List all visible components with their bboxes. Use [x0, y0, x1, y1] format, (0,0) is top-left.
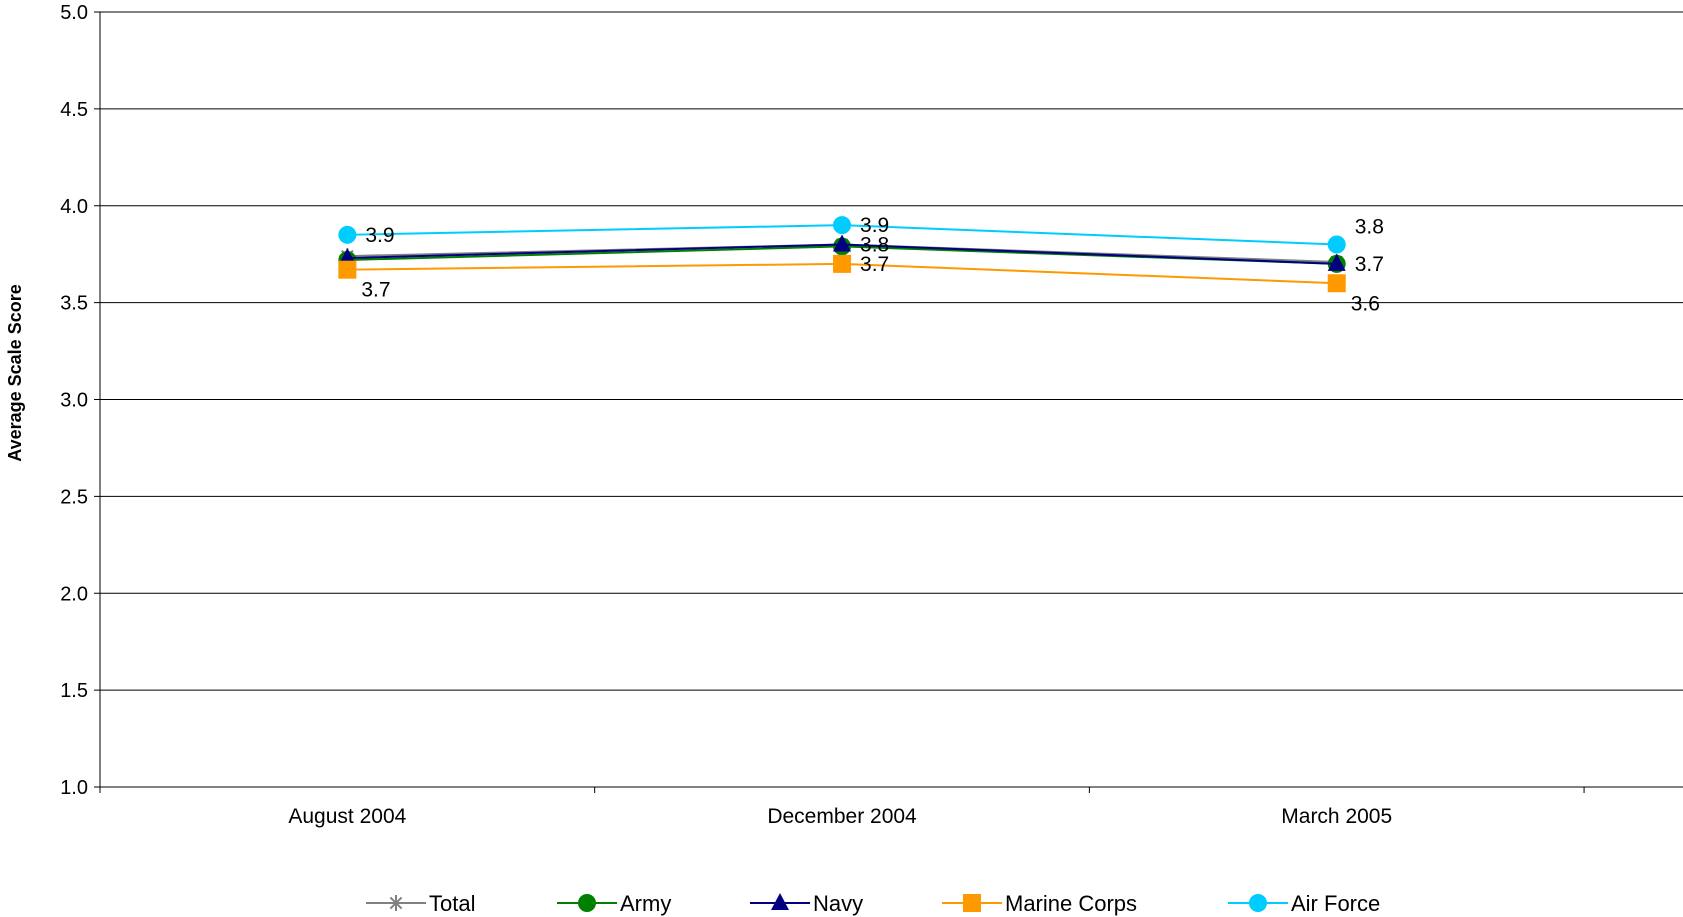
data-labels: 3.93.73.93.83.73.83.73.6 — [361, 214, 1384, 315]
axes: 1.0 1.5 2.0 2.5 3.0 3.5 4.0 4.5 5.0 August 2004 De… — [60, 2, 1683, 828]
data-label: 3.7 — [1355, 253, 1384, 276]
y-tick-label: 4.0 — [60, 196, 88, 218]
x-tick-label: March 2005 — [1281, 805, 1392, 828]
legend: Total Army Navy Marine Corps Air Force — [366, 891, 1380, 916]
legend-item-air-force: Air Force — [1228, 891, 1380, 916]
data-point-navy — [833, 234, 852, 252]
legend-label: Total — [429, 891, 475, 916]
legend-marker — [578, 894, 596, 912]
legend-item-army: Army — [557, 891, 671, 916]
legend-marker — [771, 893, 789, 910]
y-tick-label: 3.5 — [60, 293, 88, 315]
data-point-marine-corps — [338, 260, 357, 279]
data-point-navy — [1327, 253, 1346, 271]
y-tick-label: 2.5 — [60, 486, 88, 508]
y-tick-label: 1.5 — [60, 680, 88, 702]
gridlines — [100, 11, 1683, 691]
legend-item-navy: Navy — [750, 891, 863, 916]
y-tick-label: 3.0 — [60, 390, 88, 412]
data-point-marine-corps — [1327, 274, 1346, 293]
data-label: 3.8 — [860, 234, 889, 257]
legend-marker — [963, 894, 981, 912]
legend-label: Army — [620, 891, 671, 916]
y-tick-label: 5.0 — [60, 2, 88, 24]
star-stroke — [389, 896, 403, 910]
data-point-air-force — [833, 216, 852, 235]
data-label: 3.9 — [365, 224, 394, 247]
data-label: 3.7 — [361, 279, 390, 302]
data-point-marine-corps — [833, 254, 852, 273]
legend-label: Navy — [813, 891, 863, 916]
legend-label: Air Force — [1291, 891, 1380, 916]
y-axis-title: Average Scale Score — [5, 284, 25, 461]
y-tick-label: 1.0 — [60, 777, 88, 799]
series-lines — [338, 216, 1346, 293]
x-tick-label: December 2004 — [767, 805, 917, 828]
legend-marker — [388, 895, 404, 911]
data-label: 3.9 — [860, 214, 889, 237]
y-tick-label: 2.0 — [60, 583, 88, 605]
data-label: 3.8 — [1355, 216, 1384, 239]
data-label: 3.6 — [1351, 292, 1380, 315]
data-label: 3.7 — [860, 253, 889, 276]
data-point-air-force — [1327, 235, 1346, 254]
x-tick-label: August 2004 — [288, 805, 406, 828]
legend-marker — [1249, 894, 1267, 912]
legend-item-marine-corps: Marine Corps — [942, 891, 1137, 916]
legend-item-total: Total — [366, 891, 475, 916]
data-point-air-force — [338, 225, 357, 244]
y-tick-label: 4.5 — [60, 99, 88, 121]
legend-label: Marine Corps — [1005, 891, 1137, 916]
